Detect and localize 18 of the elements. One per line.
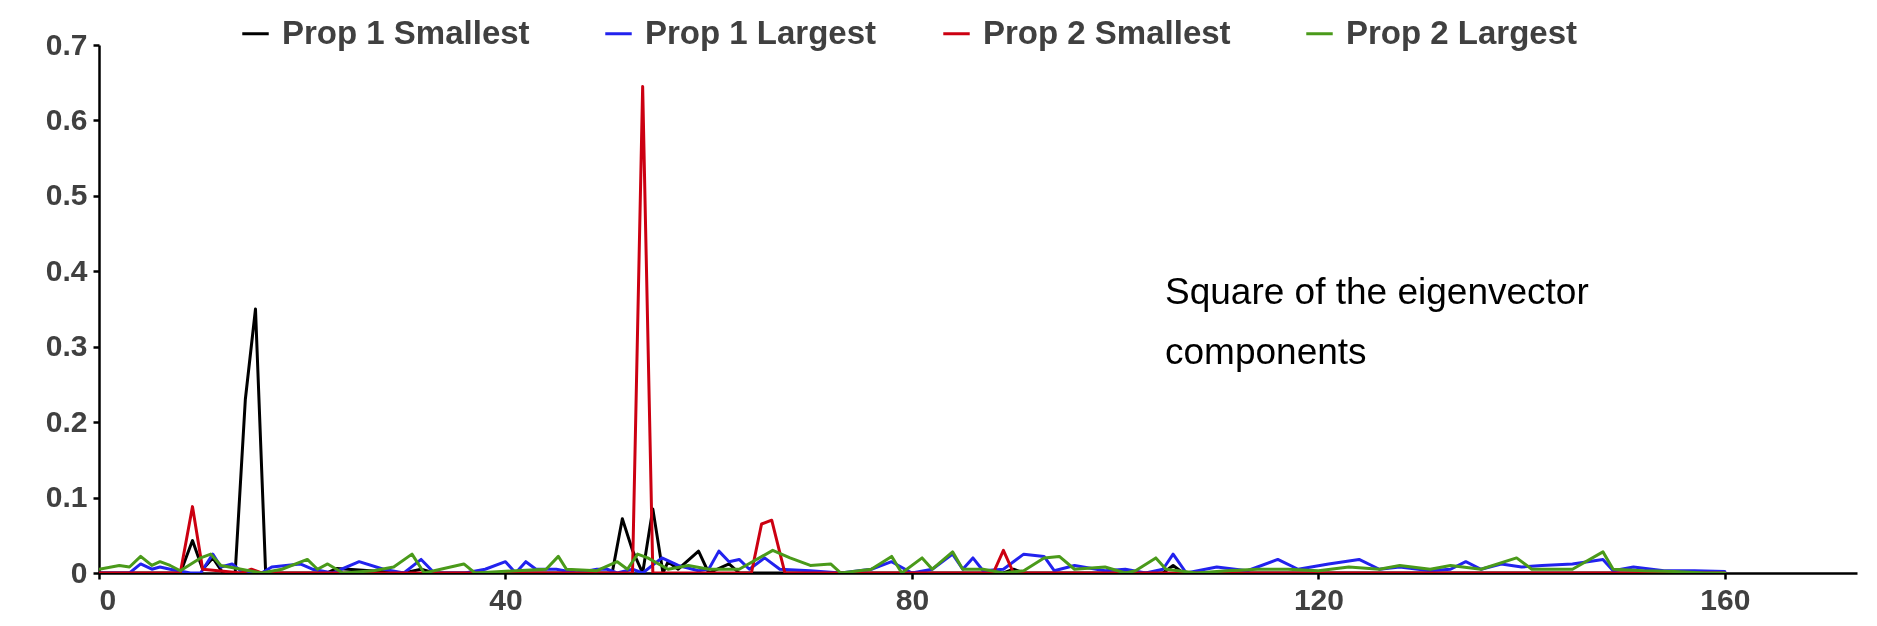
legend-label: Prop 1 Smallest <box>282 13 530 51</box>
y-tick-label: 0.2 <box>45 404 88 438</box>
x-tick-label: 80 <box>895 582 930 616</box>
y-tick-label: 0.5 <box>45 178 88 212</box>
y-tick-label: 0.4 <box>45 253 88 287</box>
legend-label: Prop 2 Smallest <box>983 13 1231 51</box>
x-tick-label: 160 <box>1700 582 1751 616</box>
x-tick-label: 0 <box>99 582 117 616</box>
y-tick-label: 0.3 <box>45 329 88 363</box>
legend-label: Prop 1 Largest <box>645 13 877 51</box>
y-tick-label: 0.7 <box>45 27 88 61</box>
x-tick-label: 120 <box>1293 582 1344 616</box>
y-tick-label: 0 <box>70 555 88 589</box>
annotation: Square of the eigenvector components <box>1165 271 1589 372</box>
x-tick-label: 40 <box>489 582 523 616</box>
legend-label: Prop 2 Largest <box>1346 13 1578 51</box>
y-tick-label: 0.6 <box>45 102 88 136</box>
y-tick-label: 0.1 <box>45 480 88 514</box>
